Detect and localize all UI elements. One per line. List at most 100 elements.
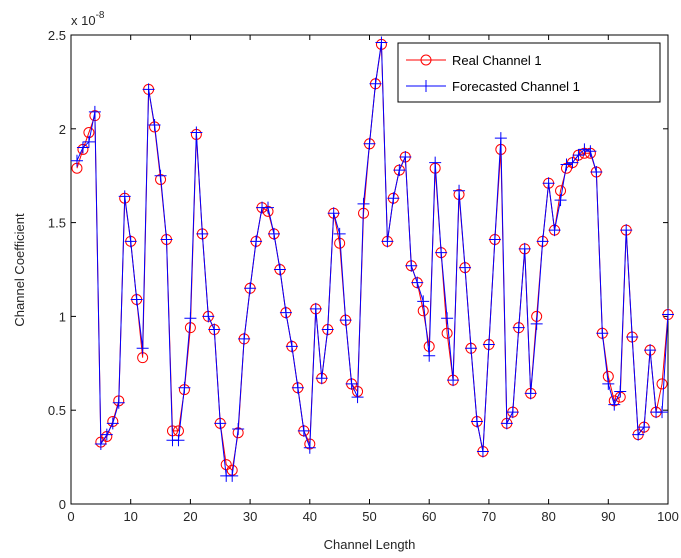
data-point-forecast bbox=[136, 342, 149, 355]
data-point-forecast bbox=[387, 192, 400, 205]
data-point-forecast bbox=[369, 77, 382, 90]
series-layer bbox=[70, 36, 674, 482]
data-point-forecast bbox=[590, 165, 603, 178]
data-point-forecast bbox=[357, 197, 370, 210]
data-point-forecast bbox=[106, 417, 119, 430]
data-point-forecast bbox=[578, 143, 591, 156]
data-point-forecast bbox=[196, 227, 209, 240]
data-point-forecast bbox=[453, 184, 466, 197]
data-point-forecast bbox=[82, 135, 95, 148]
data-point-forecast bbox=[638, 421, 651, 434]
x-tick-label: 50 bbox=[362, 509, 376, 524]
data-point-forecast bbox=[626, 331, 639, 344]
data-point-forecast bbox=[214, 417, 227, 430]
x-tick-label: 10 bbox=[123, 509, 137, 524]
data-point-forecast bbox=[435, 246, 448, 259]
x-tick-label: 40 bbox=[303, 509, 317, 524]
data-point-forecast bbox=[405, 259, 418, 272]
data-point-forecast bbox=[500, 417, 513, 430]
data-point-forecast bbox=[530, 317, 543, 330]
y-axis-label: Channel Coefficient bbox=[12, 213, 27, 327]
data-point-forecast bbox=[494, 132, 507, 145]
data-point-forecast bbox=[512, 321, 525, 334]
data-point-forecast bbox=[482, 338, 495, 351]
data-point-forecast bbox=[321, 323, 334, 336]
x-tick-label: 20 bbox=[183, 509, 197, 524]
data-point-forecast bbox=[459, 261, 472, 274]
data-point-forecast bbox=[560, 158, 573, 171]
data-point-forecast bbox=[476, 445, 489, 458]
data-point-forecast bbox=[596, 327, 609, 340]
x-tick-label: 90 bbox=[601, 509, 615, 524]
data-point-forecast bbox=[375, 36, 388, 49]
data-point-forecast bbox=[154, 169, 167, 182]
x-tick-label: 80 bbox=[541, 509, 555, 524]
data-point-forecast bbox=[393, 164, 406, 177]
exponent-power: -8 bbox=[96, 10, 105, 21]
data-point-forecast bbox=[291, 381, 304, 394]
exponent-label: x 10-8 bbox=[71, 10, 105, 28]
data-point-real bbox=[441, 327, 453, 339]
data-point-forecast bbox=[423, 349, 436, 362]
y-axis: 0 0.5 1 1.5 2 2.5 bbox=[48, 28, 668, 512]
data-point-forecast bbox=[244, 282, 257, 295]
data-point-forecast bbox=[345, 377, 358, 390]
data-point-forecast bbox=[429, 156, 442, 169]
exponent-base: x 10 bbox=[71, 13, 96, 28]
y-tick-label: 2 bbox=[59, 122, 66, 137]
legend-label-forecast: Forecasted Channel 1 bbox=[452, 79, 580, 94]
legend-marker-forecast bbox=[420, 80, 432, 92]
data-point-forecast bbox=[554, 194, 567, 207]
data-point-forecast bbox=[202, 310, 215, 323]
x-tick-label: 0 bbox=[67, 509, 74, 524]
data-point-forecast bbox=[273, 263, 286, 276]
data-point-forecast bbox=[208, 323, 221, 336]
legend-marker-real bbox=[420, 54, 432, 66]
x-tick-label: 60 bbox=[422, 509, 436, 524]
data-point-forecast bbox=[142, 83, 155, 96]
data-point-forecast bbox=[267, 227, 280, 240]
data-point-forecast bbox=[662, 308, 674, 321]
data-point-forecast bbox=[172, 434, 185, 447]
data-point-forecast bbox=[656, 406, 669, 419]
y-tick-label: 0 bbox=[59, 497, 66, 512]
y-tick-label: 1 bbox=[59, 309, 66, 324]
data-point-forecast bbox=[190, 126, 203, 139]
legend-label-real: Real Channel 1 bbox=[452, 53, 542, 68]
data-point-forecast bbox=[297, 424, 310, 437]
x-tick-label: 30 bbox=[243, 509, 257, 524]
data-point-forecast bbox=[76, 141, 89, 154]
data-point-forecast bbox=[148, 119, 161, 132]
data-point-forecast bbox=[542, 177, 555, 190]
data-point-real bbox=[220, 459, 232, 471]
data-point-forecast bbox=[602, 377, 615, 390]
data-point-forecast bbox=[262, 201, 275, 214]
legend-box bbox=[397, 42, 661, 103]
data-point-forecast bbox=[608, 398, 621, 411]
data-point-forecast bbox=[124, 235, 137, 248]
data-point-forecast bbox=[566, 156, 579, 169]
data-point-forecast bbox=[363, 137, 376, 150]
data-point-forecast bbox=[441, 312, 454, 325]
data-point-forecast bbox=[417, 295, 430, 308]
data-point-forecast bbox=[118, 190, 131, 203]
data-point-forecast bbox=[470, 415, 483, 428]
x-tick-label: 70 bbox=[482, 509, 496, 524]
data-point-forecast bbox=[303, 441, 316, 454]
data-point-forecast bbox=[315, 372, 328, 385]
plot-area bbox=[70, 34, 669, 505]
data-point-forecast bbox=[381, 235, 394, 248]
data-point-forecast bbox=[232, 422, 245, 435]
data-point-forecast bbox=[309, 302, 322, 315]
data-point-forecast bbox=[411, 276, 424, 289]
x-axis: 0 10 20 30 40 50 60 70 80 90 100 bbox=[67, 35, 679, 524]
y-tick-label: 1.5 bbox=[48, 216, 66, 231]
data-point-forecast bbox=[548, 224, 561, 237]
data-point-forecast bbox=[333, 227, 346, 240]
data-point-forecast bbox=[88, 105, 101, 118]
data-point-forecast bbox=[339, 314, 352, 327]
data-point-forecast bbox=[184, 312, 197, 325]
data-point-forecast bbox=[536, 235, 549, 248]
data-point-forecast bbox=[112, 396, 125, 409]
